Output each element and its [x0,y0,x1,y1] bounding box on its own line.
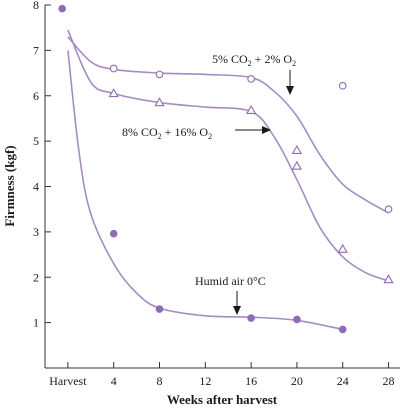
data-point-triangle-open [291,160,303,170]
data-point-circle-open [384,205,393,214]
x-axis-ticks: Harvest 4 8 12 16 20 24 28 [49,362,395,388]
y-tick-label: 6 [33,89,39,103]
data-point-circle-open [155,70,164,79]
data-point-circle-filled [247,314,255,322]
y-tick-label: 7 [33,43,39,57]
x-tick-label: 16 [245,374,257,388]
data-point-circle-open [338,81,347,90]
y-tick-label: 8 [33,0,39,12]
data-point-circle-filled [338,325,347,334]
annotation-8co2-arrowhead [262,126,271,134]
data-point-circle-filled [155,305,164,313]
y-axis-ticks: 1 2 3 4 5 6 7 8 [33,0,51,330]
y-tick-label: 4 [33,180,39,194]
x-tick-label: Harvest [49,374,87,388]
annotation-5co2-2o2: 5% CO2 + 2% O2 [212,52,296,68]
y-axis-title: Firmness (kgf) [2,145,17,226]
data-point-triangle-open [383,274,394,284]
data-point-circle-open [247,75,255,83]
y-tick-label: 3 [33,225,39,239]
y-tick-label: 5 [33,134,39,148]
annotation-humid-arrowhead [233,306,241,315]
x-tick-label: 24 [337,374,349,388]
series-line [67,50,343,331]
x-tick-label: 12 [199,374,211,388]
annotation-humid-air: Humid air 0°C [195,274,266,288]
data-point-circle-filled [109,229,118,238]
series-markers [58,4,394,334]
x-tick-label: 8 [157,374,163,388]
annotation-5co2-arrowhead [286,86,294,95]
y-tick-label: 2 [33,270,39,284]
x-tick-label: 4 [111,374,117,388]
data-point-triangle-open [291,144,303,154]
data-point-circle-filled [58,4,66,13]
y-tick-label: 1 [33,316,39,330]
data-point-triangle-open [337,243,348,253]
data-point-triangle-open [108,88,119,98]
x-axis-title: Weeks after harvest [167,392,278,407]
data-point-triangle-open [154,97,165,107]
data-point-triangle-open [245,104,257,114]
x-tick-label: 20 [291,374,303,388]
x-tick-label: 28 [383,374,395,388]
data-point-circle-filled [293,315,301,324]
annotation-8co2-16o2: 8% CO2 + 16% O2 [122,125,212,141]
data-point-circle-open [109,64,118,73]
